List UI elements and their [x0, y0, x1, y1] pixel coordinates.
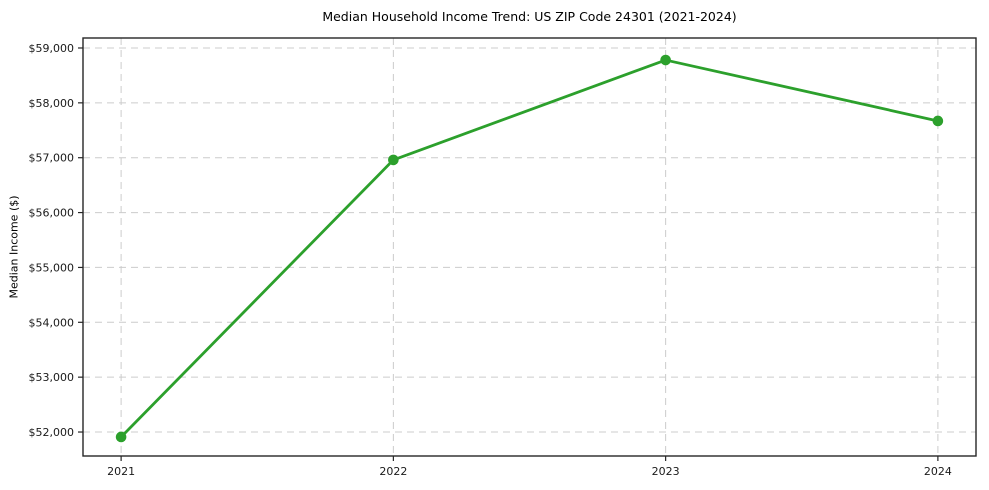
data-point-2021 — [115, 431, 127, 443]
y-tick-label: $54,000 — [29, 316, 75, 329]
y-tick-label: $55,000 — [29, 261, 75, 274]
y-tick-label: $56,000 — [29, 207, 75, 220]
data-point-2024 — [932, 115, 944, 127]
y-tick-label: $59,000 — [29, 42, 75, 55]
y-tick-label: $57,000 — [29, 152, 75, 165]
x-tick-label: 2024 — [924, 465, 952, 478]
data-point-2022 — [388, 154, 399, 166]
income-trend-line — [119, 58, 940, 439]
y-tick-label: $53,000 — [29, 371, 75, 384]
y-tick-label: $52,000 — [29, 426, 75, 439]
plot-frame — [82, 37, 977, 457]
y-tick-label: $58,000 — [29, 97, 75, 110]
data-point-2023 — [660, 54, 671, 66]
chart-title: Median Household Income Trend: US ZIP Co… — [322, 9, 737, 24]
x-tick-label: 2023 — [652, 465, 680, 478]
x-tick-label: 2022 — [379, 465, 407, 478]
x-tick-label: 2021 — [107, 465, 135, 478]
